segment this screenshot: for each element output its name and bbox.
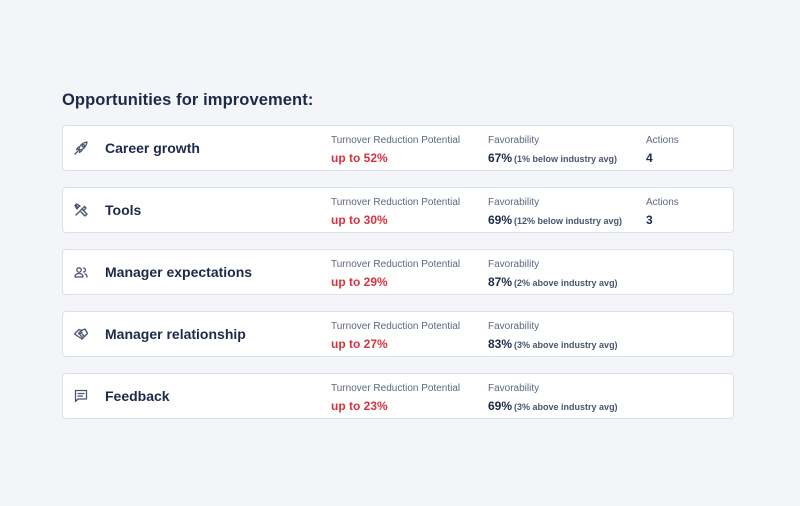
opportunity-card-manager-expectations[interactable]: Manager expectations Turnover Reduction … bbox=[62, 249, 734, 295]
favorability-label: Favorability bbox=[488, 197, 540, 208]
turnover-label: Turnover Reduction Potential bbox=[331, 135, 461, 146]
favorability-comparison: (3% above industry avg) bbox=[514, 402, 618, 412]
people-icon bbox=[73, 264, 89, 280]
opportunity-name: Feedback bbox=[105, 388, 170, 404]
opportunity-name: Career growth bbox=[105, 140, 200, 156]
favorability-value: 69% bbox=[488, 213, 513, 227]
favorability-comparison: (2% above industry avg) bbox=[514, 278, 618, 288]
favorability-column: Favorability 87% (2% above industry avg) bbox=[488, 259, 618, 290]
favorability-value: 87% bbox=[488, 275, 513, 289]
message-icon bbox=[73, 388, 89, 404]
favorability-column: Favorability 67% (1% below industry avg) bbox=[488, 135, 617, 166]
turnover-value: up to 29% bbox=[331, 275, 388, 289]
turnover-label: Turnover Reduction Potential bbox=[331, 259, 461, 270]
tools-icon bbox=[73, 202, 89, 218]
favorability-value: 83% bbox=[488, 337, 513, 351]
favorability-column: Favorability 69% (3% above industry avg) bbox=[488, 383, 618, 414]
opportunity-card-feedback[interactable]: Feedback Turnover Reduction Potential up… bbox=[62, 373, 734, 419]
section-title: Opportunities for improvement: bbox=[62, 91, 314, 109]
favorability-column: Favorability 69% (12% below industry avg) bbox=[488, 197, 622, 228]
turnover-label: Turnover Reduction Potential bbox=[331, 383, 461, 394]
opportunity-card-manager-relationship[interactable]: Manager relationship Turnover Reduction … bbox=[62, 311, 734, 357]
turnover-column: Turnover Reduction Potential up to 52% bbox=[331, 135, 460, 165]
opportunities-section: Opportunities for improvement: Career gr… bbox=[62, 88, 734, 419]
turnover-label: Turnover Reduction Potential bbox=[331, 321, 461, 332]
favorability-comparison: (3% above industry avg) bbox=[514, 340, 618, 350]
turnover-column: Turnover Reduction Potential up to 23% bbox=[331, 383, 460, 413]
favorability-label: Favorability bbox=[488, 321, 540, 332]
actions-column: Actions 3 bbox=[646, 197, 679, 227]
turnover-column: Turnover Reduction Potential up to 30% bbox=[331, 197, 460, 227]
opportunity-list: Career growth Turnover Reduction Potenti… bbox=[62, 125, 734, 419]
turnover-column: Turnover Reduction Potential up to 27% bbox=[331, 321, 460, 351]
turnover-column: Turnover Reduction Potential up to 29% bbox=[331, 259, 460, 289]
opportunity-name: Manager relationship bbox=[105, 326, 246, 342]
favorability-column: Favorability 83% (3% above industry avg) bbox=[488, 321, 618, 352]
favorability-value: 67% bbox=[488, 151, 513, 165]
rocket-icon bbox=[73, 140, 89, 156]
actions-count: 3 bbox=[646, 213, 653, 227]
actions-count: 4 bbox=[646, 151, 653, 165]
turnover-value: up to 27% bbox=[331, 337, 388, 351]
turnover-value: up to 52% bbox=[331, 151, 388, 165]
turnover-value: up to 23% bbox=[331, 399, 388, 413]
favorability-value: 69% bbox=[488, 399, 513, 413]
favorability-label: Favorability bbox=[488, 383, 540, 394]
turnover-value: up to 30% bbox=[331, 213, 388, 227]
favorability-label: Favorability bbox=[488, 259, 540, 270]
opportunity-name: Tools bbox=[105, 202, 142, 218]
opportunity-card-career-growth[interactable]: Career growth Turnover Reduction Potenti… bbox=[62, 125, 734, 171]
favorability-label: Favorability bbox=[488, 135, 540, 146]
actions-column: Actions 4 bbox=[646, 135, 679, 165]
opportunity-name: Manager expectations bbox=[105, 264, 253, 280]
actions-label: Actions bbox=[646, 197, 679, 208]
handshake-icon bbox=[73, 326, 89, 342]
turnover-label: Turnover Reduction Potential bbox=[331, 197, 461, 208]
favorability-comparison: (1% below industry avg) bbox=[514, 154, 618, 164]
favorability-comparison: (12% below industry avg) bbox=[514, 216, 623, 226]
actions-label: Actions bbox=[646, 135, 679, 146]
opportunity-card-tools[interactable]: Tools Turnover Reduction Potential up to… bbox=[62, 187, 734, 233]
